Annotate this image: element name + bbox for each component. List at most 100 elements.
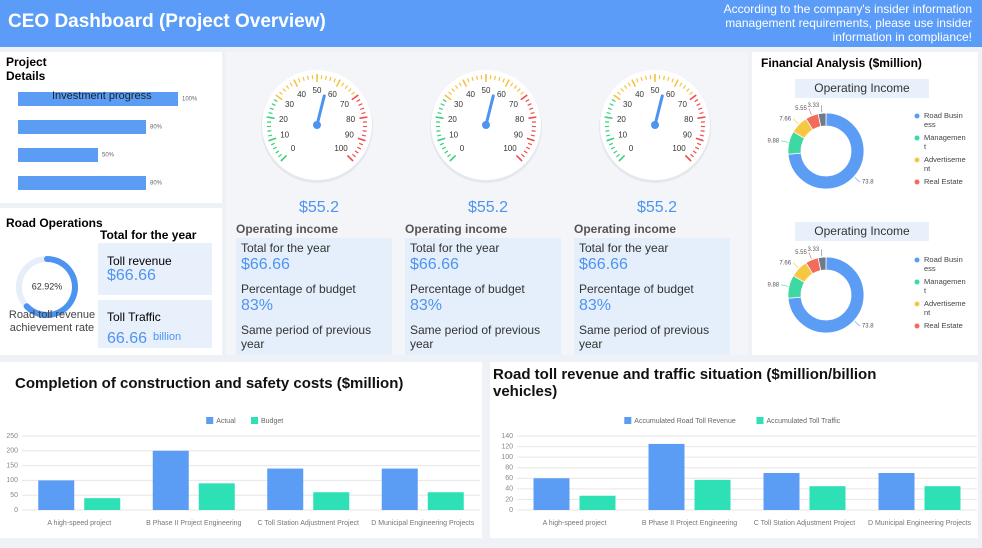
- minor-tick: [690, 153, 694, 158]
- panel-title: Road Operations: [6, 216, 103, 230]
- minor-tick: [510, 82, 514, 87]
- rate-label: Road toll revenue achievement rate: [8, 309, 96, 334]
- row-label: Total for the year: [241, 241, 331, 255]
- gauge-tick-label: 100: [672, 144, 686, 153]
- minor-tick: [267, 130, 272, 132]
- minor-tick: [608, 142, 614, 146]
- ring-value: 62.92%: [32, 281, 63, 291]
- major-tick: [266, 116, 275, 120]
- minor-tick: [272, 146, 277, 150]
- major-tick: [606, 137, 615, 142]
- bar: [84, 498, 121, 510]
- gauge-tick-label: 10: [449, 131, 458, 140]
- major-tick: [604, 116, 613, 120]
- minor-tick: [530, 134, 535, 137]
- bar: [18, 148, 98, 162]
- slice-label: 7.66: [779, 116, 791, 122]
- card: [574, 238, 730, 355]
- bar: [694, 479, 731, 510]
- y-tick-label: 0: [509, 507, 513, 514]
- gauge-tick-label: 60: [497, 90, 506, 99]
- minor-tick: [271, 103, 276, 106]
- slice-label: 9.88: [767, 282, 779, 288]
- legend-label: Advertisement: [924, 155, 966, 173]
- leader-line: [854, 321, 861, 327]
- minor-tick: [439, 142, 445, 146]
- gauge-tick-label: 100: [503, 144, 517, 153]
- minor-tick: [611, 99, 616, 103]
- gauge-tick-label: 0: [629, 144, 634, 153]
- y-tick-label: 0: [14, 507, 18, 514]
- legend-label: Management: [924, 277, 966, 295]
- chart-title: Completion of construction and safety co…: [15, 375, 404, 392]
- minor-tick: [689, 91, 693, 96]
- donut-slice: [817, 256, 827, 272]
- bar: [198, 483, 235, 510]
- bar: [763, 473, 800, 510]
- gauge-tick-label: 20: [448, 115, 457, 124]
- major-tick: [673, 79, 679, 88]
- minor-tick: [442, 99, 447, 103]
- donut-title: Operating Income: [814, 81, 910, 95]
- gauge-tick-label: 90: [683, 131, 692, 140]
- gauge-tick-label: 30: [623, 100, 632, 109]
- minor-tick: [289, 82, 293, 87]
- bar: [18, 92, 178, 106]
- bar: [648, 443, 685, 510]
- minor-tick: [502, 78, 505, 83]
- donut-title-box: [795, 79, 929, 98]
- major-tick: [449, 154, 457, 162]
- value-label: 80%: [150, 125, 163, 131]
- minor-tick: [352, 153, 356, 158]
- legend-label: Real Estate: [924, 177, 963, 186]
- major-tick: [359, 116, 368, 120]
- card-title: Operating income: [574, 222, 677, 236]
- row-label: Total for the year: [579, 241, 669, 255]
- minor-tick: [694, 99, 699, 103]
- major-tick: [357, 137, 366, 142]
- y-tick-label: 40: [505, 486, 513, 493]
- card-title: Operating income: [405, 222, 508, 236]
- item-label: Toll revenue: [107, 254, 172, 268]
- gauge-tick-label: 60: [328, 90, 337, 99]
- subtitle: Total for the year: [100, 228, 197, 242]
- minor-tick: [525, 99, 530, 103]
- needle: [484, 94, 495, 127]
- minor-tick: [278, 153, 282, 158]
- minor-tick: [351, 91, 355, 96]
- gauge-tick-label: 20: [279, 115, 288, 124]
- minor-tick: [360, 107, 365, 110]
- minor-tick: [609, 103, 614, 106]
- legend-dot: [914, 257, 920, 263]
- minor-tick: [696, 103, 701, 106]
- major-tick: [351, 94, 359, 101]
- minor-tick: [667, 76, 670, 81]
- minor-tick: [527, 142, 533, 146]
- major-tick: [435, 116, 444, 120]
- minor-tick: [700, 130, 705, 132]
- minor-tick: [695, 146, 700, 150]
- y-tick-label: 250: [6, 433, 18, 440]
- minor-tick: [686, 88, 690, 92]
- minor-tick: [617, 91, 621, 96]
- row-value: $66.66: [579, 256, 628, 273]
- minor-tick: [605, 130, 610, 132]
- ring-arc: [23, 256, 78, 318]
- gauge-tick-label: 10: [618, 131, 627, 140]
- minor-tick: [279, 91, 283, 96]
- bar: [267, 468, 304, 510]
- major-tick: [631, 79, 637, 88]
- legend-label: Road Business: [924, 111, 963, 129]
- x-tick-label: C Toll Station Adjustment Project: [754, 520, 855, 527]
- minor-tick: [523, 150, 528, 154]
- bar: [18, 176, 146, 190]
- gauge-tick-label: 70: [340, 100, 349, 109]
- minor-tick: [527, 103, 532, 106]
- row-label: Percentage of budget: [410, 282, 525, 296]
- minor-tick: [606, 111, 611, 115]
- slice-label: 73.8: [862, 180, 874, 186]
- minor-tick: [467, 78, 470, 83]
- minor-tick: [273, 99, 278, 103]
- gauge-tick-label: 90: [514, 131, 523, 140]
